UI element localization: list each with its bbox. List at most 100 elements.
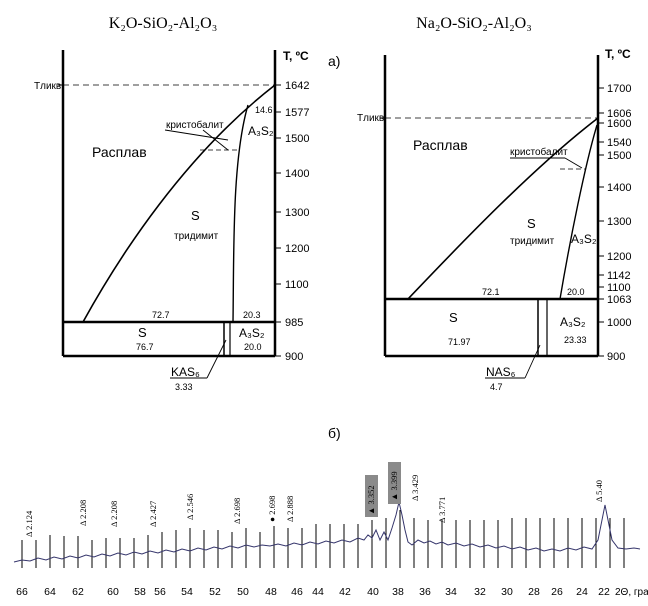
xrd-x-tick: 36 (419, 586, 431, 598)
xrd-pattern (13, 501, 641, 568)
xrd-x-tick: 62 (72, 586, 84, 598)
panel-na-nas-value: 4.7 (490, 382, 503, 392)
panel-k-kas-label: KAS₆ (171, 365, 200, 379)
panel-k-liquidus-curve (82, 84, 276, 323)
panel-na-a3s2-curve (559, 124, 598, 300)
panel-k (58, 50, 277, 379)
panel-na-nas-leader (524, 344, 541, 379)
panel-k-value-14-6: 14.6 (255, 105, 273, 115)
panel-k-tick-1100: 1100 (285, 279, 309, 291)
panel-k-temp-ticks (275, 84, 281, 357)
panel-na-title: Na₂O-SiO₂-Al₂O₃ (416, 15, 532, 32)
panel-na-tick-1600: 1600 (607, 118, 631, 130)
xrd-x-tick: 52 (209, 586, 221, 598)
panel-na-tick-1063: 1063 (607, 294, 631, 306)
xrd-trace (13, 501, 641, 563)
panel-k-tick-1642: 1642 (285, 80, 309, 92)
panel-k-cristobalite-label: кристобалит (166, 119, 224, 131)
panel-k-tick-985: 985 (285, 317, 303, 329)
panel-k-lower-a3s2-value: 20.0 (244, 342, 262, 352)
panel-k-a3s2-curve (232, 104, 249, 323)
xrd-x-tick: 32 (474, 586, 486, 598)
panel-na-tick-1400: 1400 (607, 182, 631, 194)
xrd-x-tick: 42 (339, 586, 351, 598)
panel-na-melt-label: Расплав (413, 137, 468, 153)
part-a-label: а) (328, 53, 340, 69)
xrd-x-tick: 50 (237, 586, 249, 598)
xrd-peak-label: ▲ 3.399 (389, 471, 399, 501)
xrd-x-tick: 64 (44, 586, 56, 598)
panel-k-tridymite-label: тридимит (174, 231, 219, 242)
xrd-x-tick: 40 (367, 586, 379, 598)
panel-k-tick-1500: 1500 (285, 133, 309, 145)
panel-k-tick-1200: 1200 (285, 243, 309, 255)
panel-k-tick-1577: 1577 (285, 107, 309, 119)
xrd-x-tick: 66 (16, 586, 28, 598)
panel-k-a3s2-label: A₃S₂ (248, 124, 274, 138)
xrd-peak-label: Δ 2.698 (232, 498, 242, 524)
panel-k-melt-label: Расплав (92, 144, 147, 160)
xrd-x-tick: 22 (598, 586, 610, 598)
xrd-x-tick: 26 (551, 586, 563, 598)
panel-na-a3s2-label: A₃S₂ (571, 232, 597, 246)
panel-k-lower-a3s2-label: A₃S₂ (239, 326, 265, 340)
panel-k-tick-900: 900 (285, 351, 303, 363)
panel-na-cristobalite-leader (564, 157, 583, 169)
panel-na-tick-1300: 1300 (607, 216, 631, 228)
xrd-highlight-box-2 (388, 462, 401, 504)
xrd-peak-label: Δ 2.208 (78, 500, 88, 526)
xrd-x-tick: 58 (134, 586, 146, 598)
xrd-peak-label: Δ 2.208 (109, 501, 119, 527)
panel-na-s-label: S (527, 216, 536, 231)
panel-k-value-72-7: 72.7 (152, 310, 170, 320)
xrd-x-tick: 54 (181, 586, 193, 598)
panel-k-value-20-3: 20.3 (243, 310, 261, 320)
xrd-peak-label: Δ 3.771 (437, 497, 447, 523)
panel-k-tick-1400: 1400 (285, 168, 309, 180)
xrd-peak-label: ● 2.698 (267, 496, 277, 522)
panel-na-value-20-0: 20.0 (567, 287, 585, 297)
xrd-peak-label: Δ 2.546 (185, 494, 195, 520)
panel-na-value-72-1: 72.1 (482, 287, 500, 297)
panel-na-lower-s-label: S (449, 310, 458, 325)
panel-k-cristobalite-pointer (164, 129, 229, 141)
panel-na-tick-1540: 1540 (607, 137, 631, 149)
xrd-peak-label: Δ 2.888 (285, 496, 295, 522)
panel-k-cristobalite-leader (202, 129, 229, 151)
panel-k-axis-title: T, ºC (283, 49, 309, 63)
panel-na-tick-1606: 1606 (607, 108, 631, 120)
xrd-x-tick: 24 (576, 586, 588, 598)
xrd-peak-labels: Δ 2.124 Δ 2.208 Δ 2.208 Δ 2.427 Δ 2.546 … (24, 494, 295, 537)
panel-k-title: K₂O-SiO₂-Al₂O₃ (109, 15, 218, 32)
xrd-x-tick: 34 (445, 586, 457, 598)
xrd-peak-label: Δ 2.124 (24, 510, 34, 537)
panel-k-lower-s-value: 76.7 (136, 342, 154, 352)
panel-na-tick-1500: 1500 (607, 150, 631, 162)
panel-k-tliq-label: Tликв (34, 81, 61, 92)
panel-na-lower-a3s2-value: 23.33 (564, 335, 587, 345)
part-b-label: б) (328, 425, 341, 441)
xrd-peak-label: ▲ 3.352 (366, 485, 376, 515)
panel-na (380, 55, 600, 379)
panel-na-lower-a3s2-label: A₃S₂ (560, 315, 586, 329)
panel-na-nas-label: NAS₆ (486, 365, 516, 379)
panel-na-liquidus-curve (407, 117, 599, 300)
xrd-x-tick: 44 (312, 586, 324, 598)
panel-k-kas-value: 3.33 (175, 382, 193, 392)
panel-na-tick-1100: 1100 (607, 282, 631, 294)
xrd-x-tick: 38 (392, 586, 404, 598)
panel-na-tick-1142: 1142 (607, 270, 631, 282)
xrd-x-tick: 48 (265, 586, 277, 598)
xrd-x-tick: 28 (528, 586, 540, 598)
panel-na-axis-title: T, ºC (605, 47, 631, 61)
panel-na-tick-1200: 1200 (607, 251, 631, 263)
panel-k-s-label: S (191, 208, 200, 223)
xrd-x-tick: 60 (107, 586, 119, 598)
panel-na-tick-1700: 1700 (607, 83, 631, 95)
xrd-x-axis-label: 2Θ, град (615, 587, 648, 598)
panel-na-tick-900: 900 (607, 351, 625, 363)
xrd-x-tick: 46 (291, 586, 303, 598)
xrd-x-tick: 56 (154, 586, 166, 598)
xrd-peak-label: Δ 5.40 (594, 480, 604, 502)
xrd-x-ticks: 66 64 62 60 58 56 54 52 50 48 46 44 42 4… (16, 586, 610, 598)
